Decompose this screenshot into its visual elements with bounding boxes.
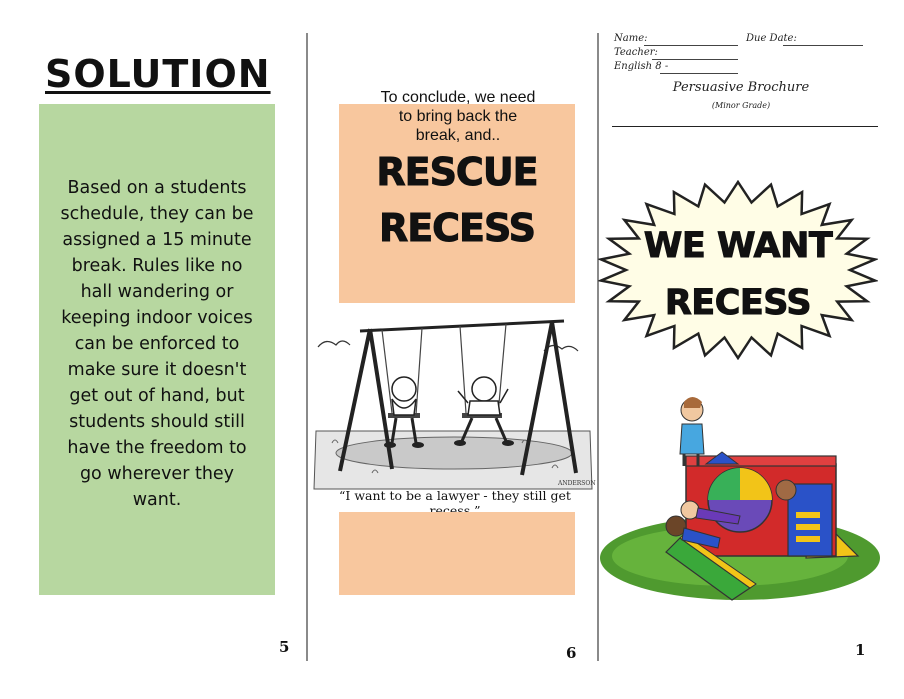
page-number-5: 5 [279, 638, 290, 656]
starburst-shape [598, 180, 878, 360]
playground-clipart [600, 397, 880, 601]
due-date-label: Due Date: [746, 33, 797, 44]
panel-divider-left [306, 33, 308, 661]
name-line [644, 45, 738, 46]
header-rule [612, 126, 878, 127]
due-date-line [783, 45, 863, 46]
page-number-6: 6 [566, 644, 577, 662]
rescue-heading-line1: RESCUE [376, 150, 539, 195]
cartoon-signature: ANDERSON [557, 480, 596, 487]
page-number-1: 1 [855, 641, 866, 659]
conclusion-intro-text: To conclude, we need to bring back the b… [380, 89, 536, 144]
recess-heading: RECESS [664, 283, 812, 324]
swing-cartoon-image: ANDERSON [312, 303, 596, 513]
solution-box: Based on a students schedule, they can b… [39, 104, 275, 595]
solution-body-text: Based on a students schedule, they can b… [60, 177, 254, 510]
conclusion-box [339, 104, 575, 303]
class-line [660, 73, 738, 74]
rescue-heading-line2: RECESS [378, 206, 536, 251]
we-want-heading: WE WANT [643, 226, 833, 267]
name-label: Name: [614, 33, 648, 44]
teacher-line [652, 59, 738, 60]
peach-bottom-box [339, 512, 575, 595]
panel-divider-right [597, 33, 599, 661]
teacher-label: Teacher: [614, 47, 658, 58]
solution-heading: SOLUTION [45, 52, 271, 96]
brochure-title: Persuasive Brochure [672, 80, 810, 95]
grade-note: (Minor Grade) [711, 101, 771, 110]
class-label: English 8 - [614, 61, 669, 72]
